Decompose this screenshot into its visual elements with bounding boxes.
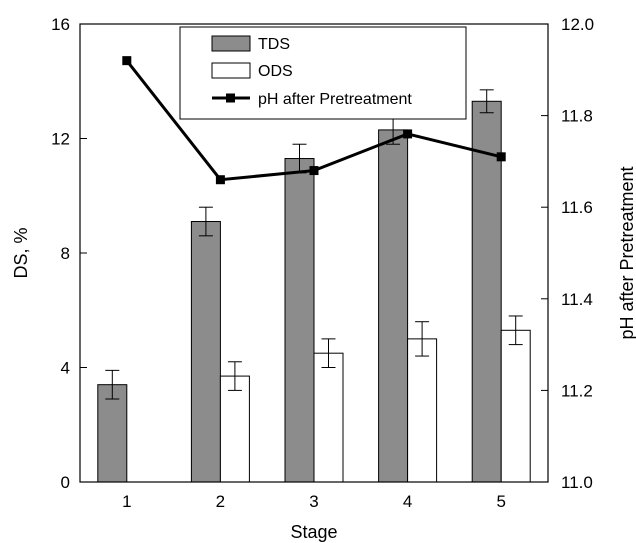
bar-ods-stage-5 — [500, 329, 531, 483]
bar-tds-stage-4 — [378, 129, 409, 483]
bar-tds-stage-1 — [97, 384, 128, 483]
x-tick-label-2: 2 — [216, 492, 225, 511]
ph-marker-stage-5 — [496, 152, 506, 162]
y-tick-label-4: 4 — [61, 359, 70, 378]
y-axis-title: DS, % — [11, 227, 31, 278]
ph-marker-stage-3 — [309, 166, 319, 176]
legend-label-ph: pH after Pretreatment — [258, 91, 412, 108]
y-tick-label-0: 0 — [61, 473, 70, 492]
y-tick-label-16: 16 — [51, 15, 70, 34]
y-tick-label-8: 8 — [61, 244, 70, 263]
y2-tick-label-11.0: 11.0 — [561, 473, 593, 492]
x-tick-label-3: 3 — [309, 492, 318, 511]
y2-tick-label-11.4: 11.4 — [561, 290, 593, 309]
legend-swatch-ods — [211, 62, 251, 79]
bars-layer — [97, 100, 531, 483]
y2-tick-label-11.8: 11.8 — [561, 107, 593, 126]
x-axis-title: Stage — [290, 522, 337, 542]
ph-marker-stage-2 — [215, 175, 225, 185]
legend-label-ods: ODS — [258, 63, 293, 80]
y2-tick-label-11.2: 11.2 — [561, 381, 593, 400]
x-tick-label-4: 4 — [403, 492, 412, 511]
bar-tds-stage-5 — [471, 100, 502, 483]
y2-tick-label-11.6: 11.6 — [561, 198, 593, 217]
ph-line-layer — [122, 56, 506, 185]
y-tick-label-12: 12 — [51, 130, 70, 149]
x-tick-label-1: 1 — [122, 492, 131, 511]
bar-tds-stage-3 — [284, 158, 315, 483]
legend: TDS ODS pH after Pretreatment — [179, 26, 467, 120]
legend-marker-ph — [226, 93, 235, 103]
y2-axis-title: pH after Pretreatment — [617, 166, 636, 339]
bar-ods-stage-4 — [407, 338, 438, 483]
bar-ods-stage-3 — [313, 352, 344, 483]
y2-tick-label-12.0: 12.0 — [561, 15, 594, 34]
ph-marker-stage-4 — [403, 129, 413, 139]
legend-swatch-tds — [211, 35, 251, 52]
ph-marker-stage-1 — [122, 56, 132, 66]
x-tick-label-5: 5 — [496, 492, 505, 511]
bar-tds-stage-2 — [190, 221, 221, 483]
bar-ods-stage-2 — [219, 375, 250, 483]
legend-label-tds: TDS — [258, 36, 290, 53]
